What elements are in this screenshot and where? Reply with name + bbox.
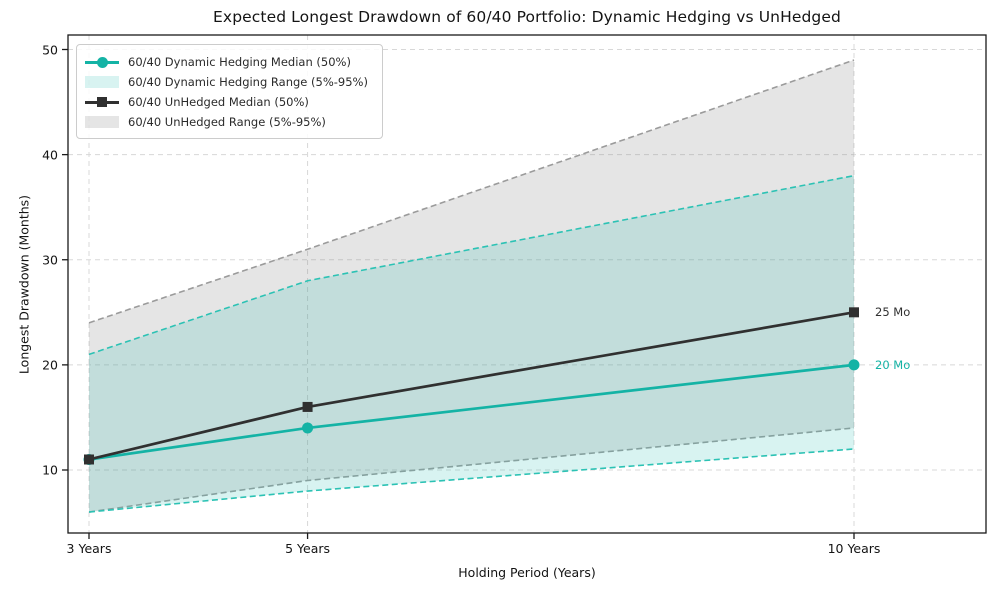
legend-line-square-swatch bbox=[85, 95, 119, 109]
legend-fill bbox=[85, 76, 119, 88]
y-tick-label: 30 bbox=[42, 252, 58, 268]
data-point-marker bbox=[849, 307, 859, 318]
y-tick-label: 20 bbox=[42, 357, 58, 373]
data-point-marker bbox=[848, 359, 860, 371]
data-point-marker bbox=[84, 454, 94, 465]
legend-line-circle-swatch bbox=[85, 55, 119, 69]
x-tick-label: 10 Years bbox=[827, 541, 881, 556]
legend-item: 60/40 Dynamic Hedging Range (5%-95%) bbox=[85, 72, 372, 92]
data-point-marker bbox=[302, 422, 314, 434]
range-band-edge bbox=[88, 427, 855, 513]
legend-fill-swatch bbox=[85, 75, 119, 89]
range-band bbox=[89, 175, 854, 513]
y-tick-label: 40 bbox=[42, 147, 58, 163]
legend-label: 60/40 Dynamic Hedging Median (50%) bbox=[128, 55, 351, 69]
y-axis-label: Longest Drawdown (Months) bbox=[16, 194, 32, 375]
legend-item: 60/40 UnHedged Range (5%-95%) bbox=[85, 112, 372, 132]
legend-label: 60/40 UnHedged Median (50%) bbox=[128, 95, 309, 109]
legend-fill bbox=[85, 116, 119, 128]
x-tick-label: 3 Years bbox=[66, 541, 112, 556]
range-band-edge bbox=[88, 59, 855, 324]
legend-label: 60/40 Dynamic Hedging Range (5%-95%) bbox=[128, 75, 368, 89]
y-tick-label: 10 bbox=[42, 462, 58, 478]
circle-marker-icon bbox=[96, 56, 108, 68]
legend: 60/40 Dynamic Hedging Median (50%) 60/40 … bbox=[76, 44, 383, 139]
range-band-edge bbox=[88, 174, 855, 356]
legend-label: 60/40 UnHedged Range (5%-95%) bbox=[128, 115, 326, 129]
legend-item: 60/40 Dynamic Hedging Median (50%) bbox=[85, 52, 372, 72]
annotation-label: 20 Mo bbox=[875, 357, 911, 372]
annotation-label: 25 Mo bbox=[875, 305, 911, 320]
plot-spines bbox=[67, 34, 987, 534]
legend-item: 60/40 UnHedged Median (50%) bbox=[85, 92, 372, 112]
legend-fill-swatch bbox=[85, 115, 119, 129]
square-marker-icon bbox=[97, 97, 107, 107]
range-band-edge bbox=[88, 448, 855, 513]
x-tick-label: 5 Years bbox=[285, 541, 331, 556]
chart-title: Expected Longest Drawdown of 60/40 Portf… bbox=[213, 8, 841, 26]
x-axis-label: Holding Period (Years) bbox=[458, 565, 596, 580]
y-tick-label: 50 bbox=[42, 42, 58, 57]
range-band bbox=[89, 60, 854, 513]
data-point-marker bbox=[302, 401, 313, 412]
